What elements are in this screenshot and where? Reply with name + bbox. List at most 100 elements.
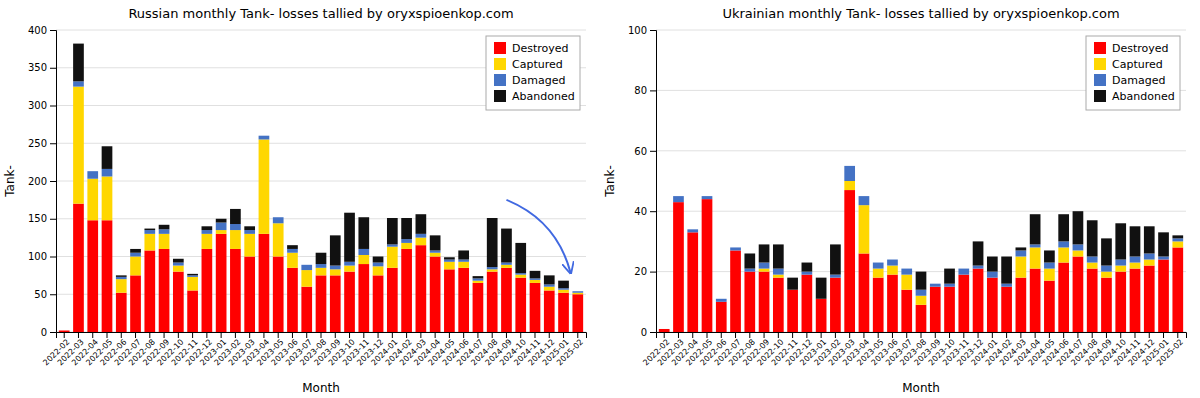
- bar: [130, 253, 141, 257]
- bar-series: [59, 204, 583, 332]
- bar: [744, 269, 755, 272]
- bar: [1101, 238, 1112, 265]
- bar: [716, 298, 727, 299]
- tick-label: 150: [28, 213, 47, 224]
- bar: [916, 296, 927, 305]
- bar: [958, 269, 969, 275]
- bar: [187, 277, 198, 291]
- legend: DestroyedCapturedDamagedAbandoned: [1086, 36, 1180, 110]
- bar: [973, 266, 984, 269]
- bar: [416, 245, 427, 332]
- bar: [673, 202, 684, 332]
- legend-swatch: [1094, 90, 1106, 102]
- bar: [673, 196, 684, 197]
- bar: [659, 328, 670, 329]
- bar: [444, 269, 455, 332]
- bar: [116, 279, 127, 293]
- tick-mark: [50, 68, 56, 69]
- tick-mark: [650, 90, 656, 91]
- bar: [373, 257, 384, 263]
- bar: [173, 263, 184, 266]
- bar: [887, 266, 898, 275]
- bar: [687, 232, 698, 332]
- legend-label: Damaged: [512, 74, 565, 87]
- bar: [387, 247, 398, 268]
- tick: 350: [28, 62, 56, 73]
- legend-item: Captured: [1094, 58, 1163, 71]
- title: Ukrainian monthly Tank- losses tallied b…: [722, 6, 1119, 21]
- bar: [759, 269, 770, 272]
- bar: [358, 255, 369, 264]
- bar: [987, 257, 998, 272]
- grid-line: [56, 181, 586, 182]
- legend-swatch: [1094, 42, 1106, 54]
- bar: [916, 272, 927, 290]
- bar: [1087, 269, 1098, 332]
- tick-label: 0: [41, 327, 47, 338]
- bar: [344, 266, 355, 272]
- bar: [430, 235, 441, 250]
- x-axis: 2022-022022-032022-042022-052022-062022-…: [41, 332, 586, 367]
- tick: 0: [641, 327, 656, 338]
- bar: [301, 265, 312, 270]
- bar: [216, 234, 227, 332]
- bar: [316, 264, 327, 268]
- arrow: [506, 200, 570, 273]
- grid-line: [656, 150, 1186, 151]
- tick: 300: [28, 100, 56, 111]
- bar: [844, 190, 855, 332]
- bar: [1144, 260, 1155, 266]
- bar: [859, 253, 870, 332]
- bar: [116, 277, 127, 279]
- legend-item: Abandoned: [1094, 90, 1175, 103]
- bar: [330, 266, 341, 270]
- bar-series: [73, 87, 583, 295]
- bar: [59, 330, 70, 331]
- bar: [144, 230, 155, 234]
- bar: [116, 293, 127, 332]
- tick: 2025-02: [555, 332, 585, 367]
- bar: [859, 196, 870, 197]
- bar: [87, 171, 98, 172]
- bar: [130, 275, 141, 332]
- bar: [558, 290, 569, 293]
- bar: [287, 253, 298, 268]
- bar: [1172, 238, 1183, 241]
- bar: [873, 262, 884, 263]
- bar: [687, 229, 698, 230]
- bar: [572, 291, 583, 293]
- bar: [1044, 250, 1055, 262]
- bar: [373, 266, 384, 275]
- tick-mark: [50, 294, 56, 295]
- bar: [659, 328, 670, 329]
- bar: [116, 275, 127, 277]
- legend-swatch: [1094, 58, 1106, 70]
- bar: [944, 269, 955, 284]
- bar-series: [673, 166, 1183, 302]
- bar: [1172, 241, 1183, 247]
- bar: [273, 217, 284, 218]
- bar: [1044, 263, 1055, 269]
- bar: [515, 275, 526, 278]
- bar: [687, 229, 698, 232]
- bar: [473, 283, 484, 332]
- bar: [1144, 226, 1155, 253]
- legend-label: Damaged: [1112, 74, 1165, 87]
- bar: [716, 299, 727, 302]
- bar: [273, 257, 284, 333]
- bar: [1130, 263, 1141, 269]
- bar: [930, 283, 941, 284]
- bar: [344, 262, 355, 266]
- bar: [301, 270, 312, 287]
- bar: [716, 302, 727, 332]
- bar: [673, 196, 684, 202]
- bar: [444, 262, 455, 270]
- tick: 100: [28, 251, 56, 262]
- bar: [901, 275, 912, 290]
- bar: [944, 287, 955, 332]
- tick-label: 80: [634, 85, 647, 96]
- bar: [730, 247, 741, 248]
- bar: [1001, 287, 1012, 332]
- x-axis-label: Month: [902, 381, 940, 395]
- tick-label: 40: [634, 206, 647, 217]
